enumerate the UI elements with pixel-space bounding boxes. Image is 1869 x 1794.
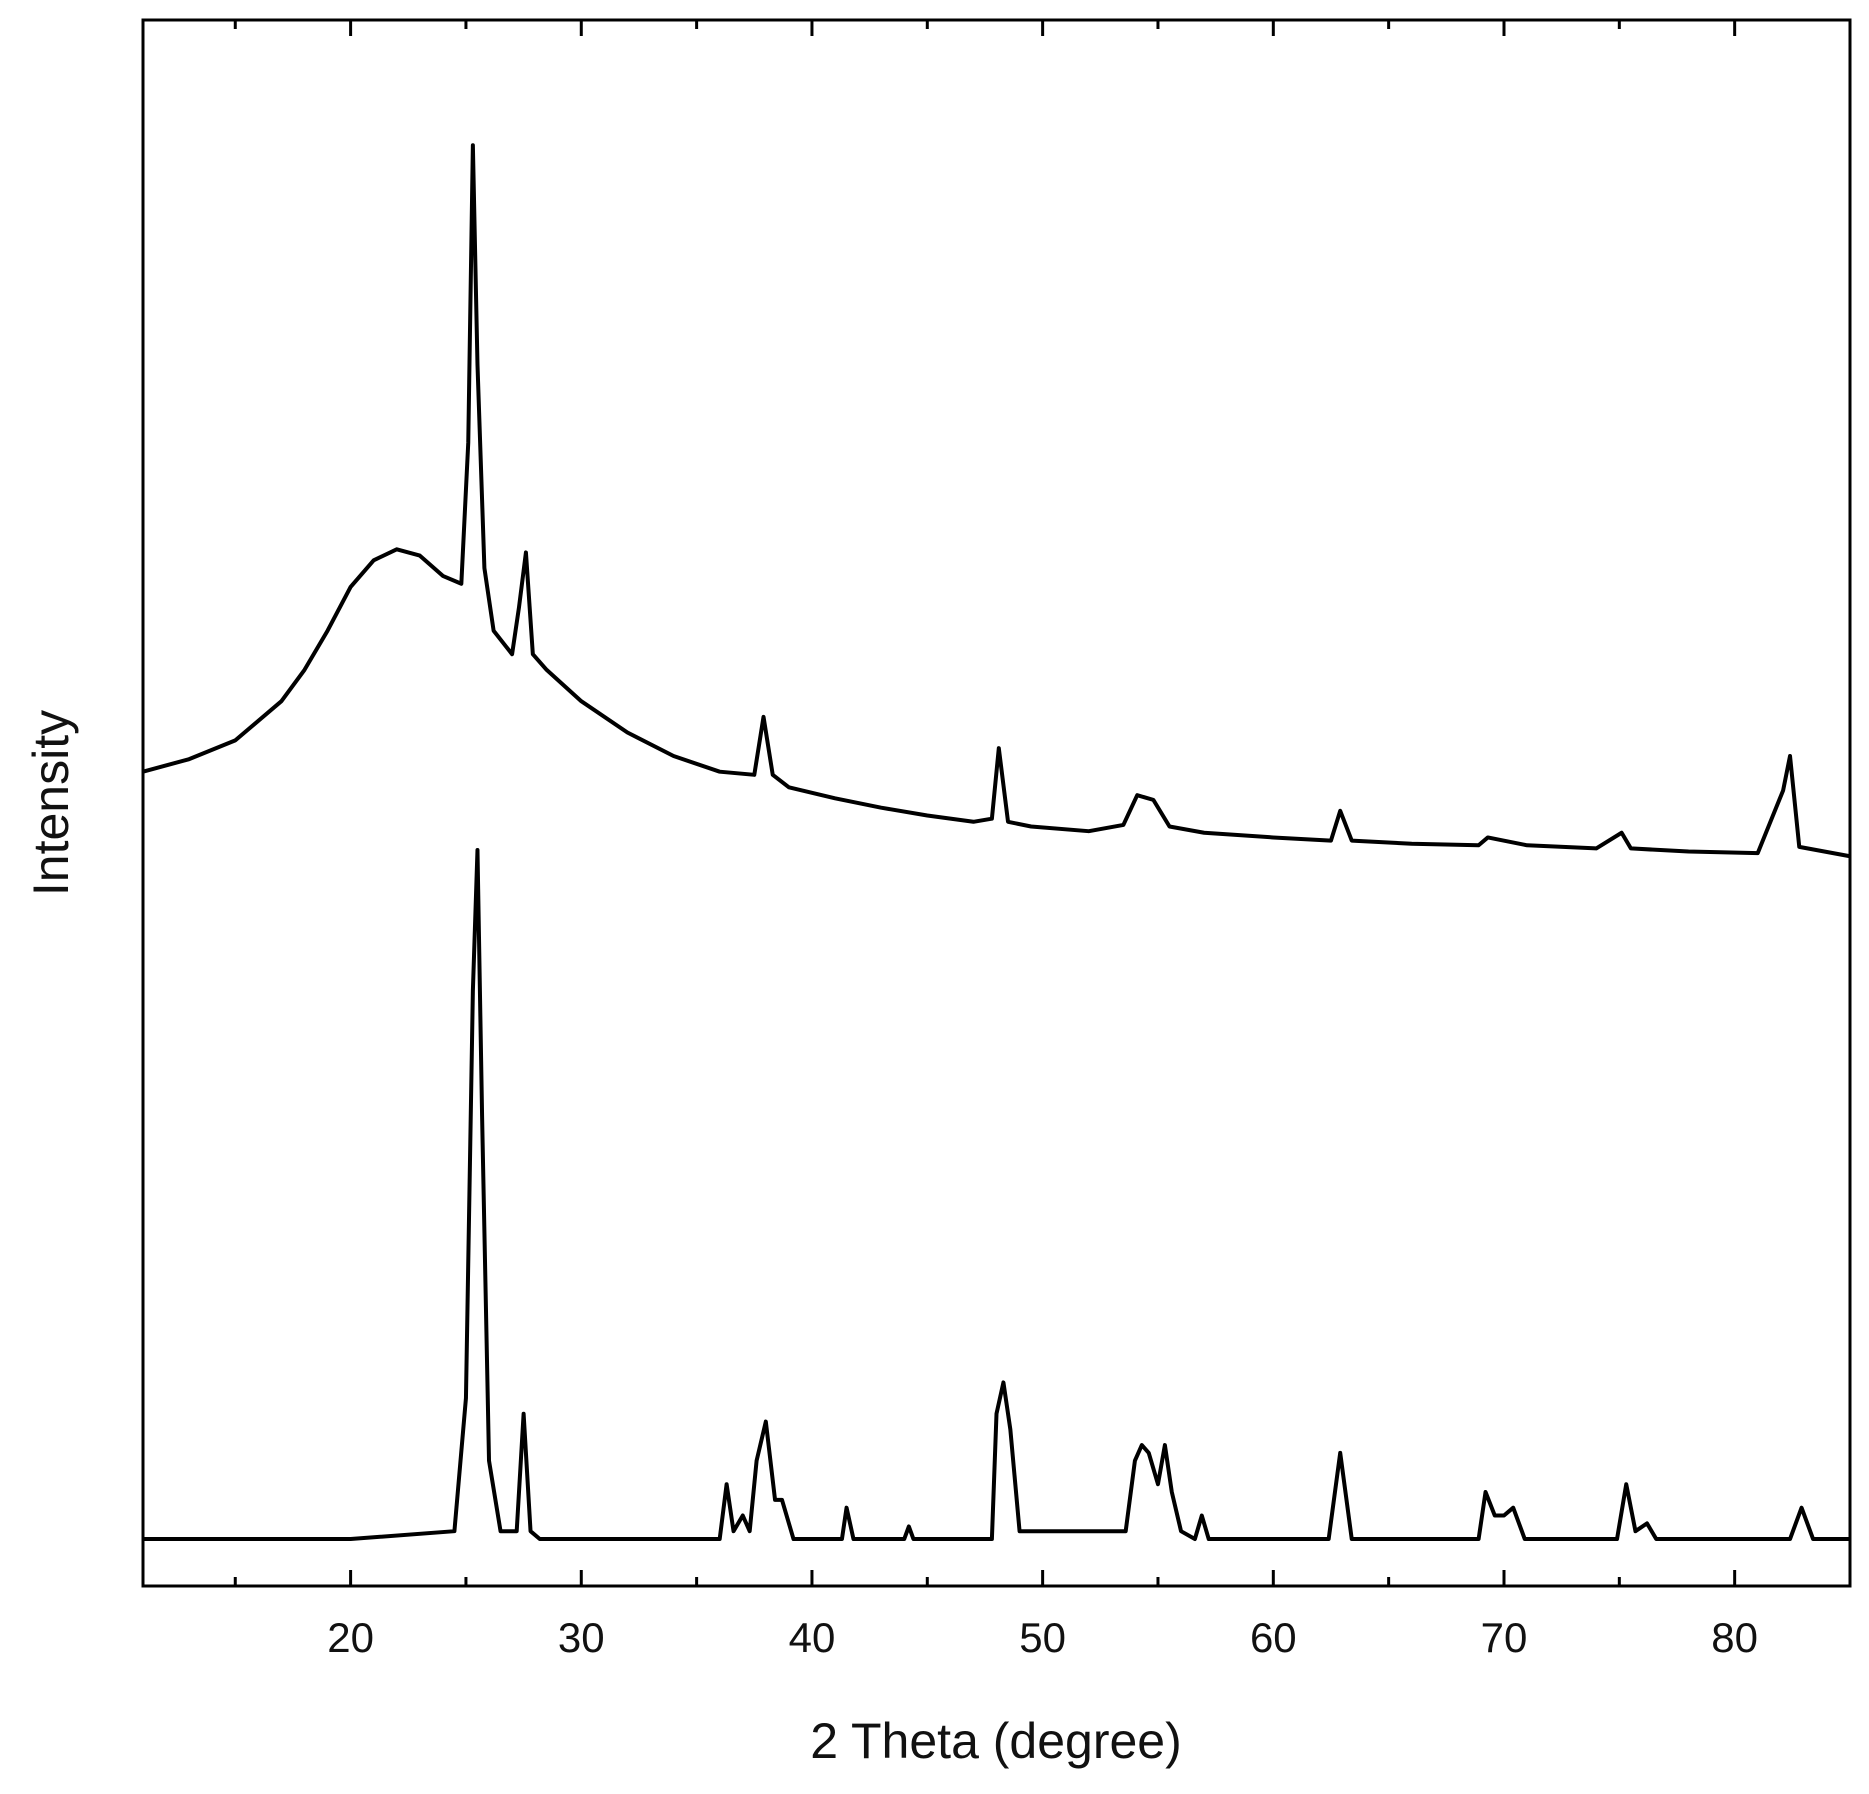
x-axis-label: 2 Theta (degree)	[810, 1713, 1182, 1769]
x-tick-label: 80	[1711, 1614, 1758, 1661]
x-tick-label: 20	[327, 1614, 374, 1661]
y-axis-label: Intensity	[23, 710, 79, 896]
x-tick-label: 70	[1481, 1614, 1528, 1661]
x-tick-label-layer: 20 30 40 50 60 70 80	[327, 1614, 1758, 1661]
series-line-1	[142, 143, 1851, 859]
series-layer	[142, 143, 1851, 1542]
x-tick-label: 50	[1019, 1614, 1066, 1661]
series-line-2	[143, 847, 1850, 1542]
x-tick-layer	[233, 20, 1737, 1586]
plot-frame	[141, 18, 1852, 1588]
x-tick-label: 60	[1250, 1614, 1297, 1661]
x-tick-label: 30	[558, 1614, 605, 1661]
x-tick-label: 40	[789, 1614, 836, 1661]
